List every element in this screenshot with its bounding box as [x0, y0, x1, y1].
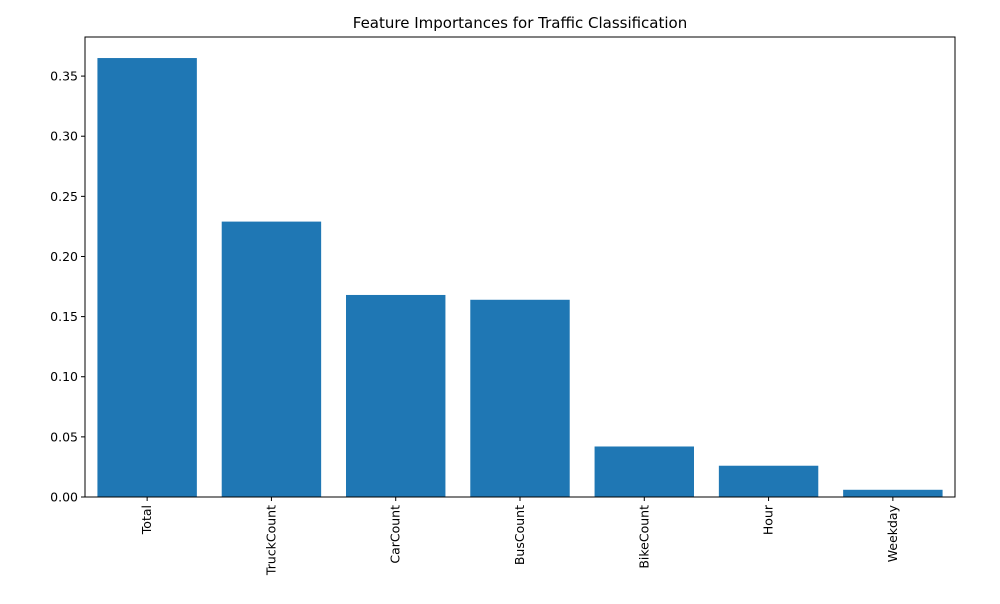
bar-hour	[718, 465, 819, 497]
bars-group	[97, 58, 943, 498]
x-tick-label: Weekday	[885, 504, 900, 562]
x-tick-label: BusCount	[512, 505, 527, 565]
bar-bikecount	[594, 446, 694, 497]
x-tick-label: Total	[139, 505, 154, 535]
y-tick-label: 0.10	[50, 369, 78, 384]
y-axis: 0.00 0.05 0.10 0.15 0.20 0.25 0.30 0.35	[50, 69, 85, 505]
y-tick-label: 0.20	[50, 249, 78, 264]
y-tick-label: 0.05	[50, 429, 78, 444]
y-tick-label: 0.30	[50, 129, 78, 144]
y-tick-label: 0.15	[50, 309, 78, 324]
bar-carcount	[346, 294, 446, 497]
y-tick-label: 0.00	[50, 490, 78, 505]
x-tick-label: Hour	[761, 504, 776, 535]
plot-area-frame	[84, 36, 956, 498]
chart-title: Feature Importances for Traffic Classifi…	[353, 14, 687, 32]
x-tick-label: TruckCount	[263, 505, 278, 576]
bar-total	[97, 58, 197, 498]
x-tick-label: BikeCount	[636, 505, 651, 569]
bar-truckcount	[221, 221, 322, 497]
y-tick-label: 0.35	[50, 69, 78, 84]
bar-buscount	[470, 299, 570, 497]
y-tick-label: 0.25	[50, 189, 78, 204]
x-tick-label: CarCount	[388, 505, 403, 564]
bar-weekday	[843, 489, 943, 497]
x-axis: Total TruckCount CarCount BusCount BikeCount…	[139, 497, 900, 576]
